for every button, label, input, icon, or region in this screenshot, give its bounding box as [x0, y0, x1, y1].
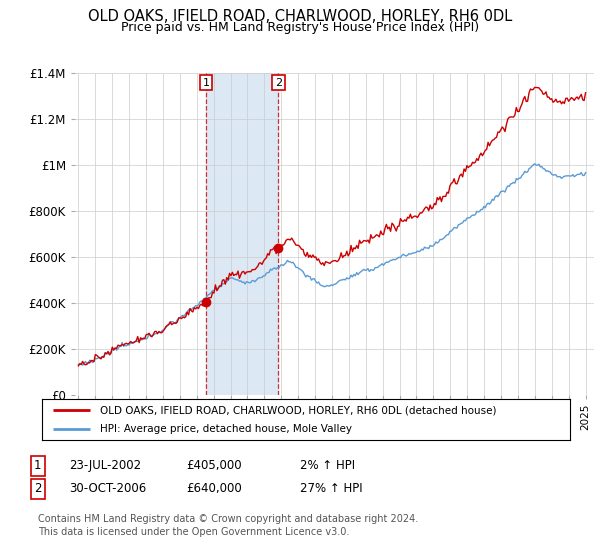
Text: 2: 2: [275, 78, 282, 87]
Text: 30-OCT-2006: 30-OCT-2006: [69, 482, 146, 496]
Text: OLD OAKS, IFIELD ROAD, CHARLWOOD, HORLEY, RH6 0DL: OLD OAKS, IFIELD ROAD, CHARLWOOD, HORLEY…: [88, 9, 512, 24]
Text: 27% ↑ HPI: 27% ↑ HPI: [300, 482, 362, 496]
Text: OLD OAKS, IFIELD ROAD, CHARLWOOD, HORLEY, RH6 0DL (detached house): OLD OAKS, IFIELD ROAD, CHARLWOOD, HORLEY…: [100, 405, 497, 415]
Text: Contains HM Land Registry data © Crown copyright and database right 2024.
This d: Contains HM Land Registry data © Crown c…: [38, 514, 418, 536]
Text: 1: 1: [34, 459, 41, 473]
Bar: [206, 73, 278, 395]
Text: £640,000: £640,000: [186, 482, 242, 496]
Text: 1: 1: [203, 78, 209, 87]
Text: 23-JUL-2002: 23-JUL-2002: [69, 459, 141, 473]
Text: HPI: Average price, detached house, Mole Valley: HPI: Average price, detached house, Mole…: [100, 424, 352, 433]
Text: £405,000: £405,000: [186, 459, 242, 473]
Text: 2% ↑ HPI: 2% ↑ HPI: [300, 459, 355, 473]
Text: Price paid vs. HM Land Registry's House Price Index (HPI): Price paid vs. HM Land Registry's House …: [121, 21, 479, 34]
Text: 2: 2: [34, 482, 41, 496]
